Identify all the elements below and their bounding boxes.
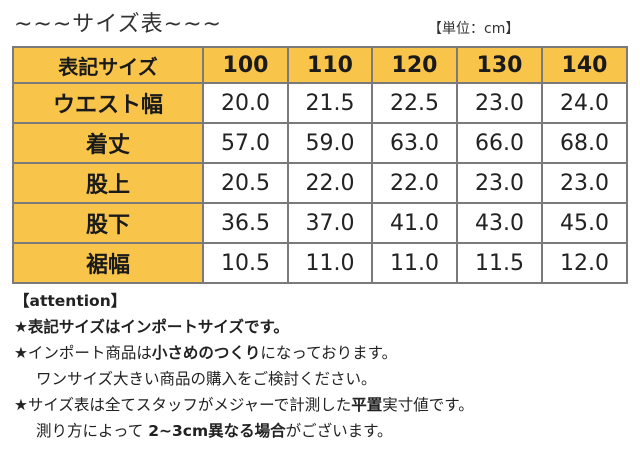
table-cell: 11.0 <box>371 242 458 284</box>
table-cell: 59.0 <box>287 122 373 165</box>
table-cell: 20.0 <box>202 82 289 125</box>
table-row: 裾幅 10.5 11.0 11.0 11.5 12.0 <box>12 242 628 284</box>
table-header-row: 表記サイズ 100 110 120 130 140 <box>12 45 628 85</box>
note-text: になっております。 <box>260 344 398 362</box>
table-row: 着丈 57.0 59.0 63.0 66.0 68.0 <box>12 122 628 165</box>
row-label: ウエスト幅 <box>12 82 204 125</box>
note-text: 測り方によって <box>36 422 149 440</box>
table-cell: 23.0 <box>456 82 543 125</box>
table-cell: 43.0 <box>456 202 543 245</box>
note-emphasis: 小さめのつくり <box>151 344 261 362</box>
note-text: ★インポート商品は <box>14 344 152 362</box>
table-cell: 20.5 <box>202 162 289 205</box>
table-cell: 21.5 <box>287 82 373 125</box>
note-variance: 測り方によって 2~3cm異なる場合がございます。 <box>14 418 634 444</box>
note-emphasis: 平置 <box>351 396 383 414</box>
column-header: 100 <box>202 45 289 85</box>
table-row: 股下 36.5 37.0 41.0 43.0 45.0 <box>12 202 628 245</box>
table-cell: 37.0 <box>287 202 373 245</box>
table-cell: 23.0 <box>541 162 628 205</box>
table-cell: 22.0 <box>371 162 458 205</box>
note-measurement: ★サイズ表は全てスタッフがメジャーで計測した平置実寸値です。 <box>14 392 634 418</box>
row-label: 股上 <box>12 162 204 205</box>
table-cell: 11.0 <box>287 242 373 284</box>
note-text: ★サイズ表は全てスタッフがメジャーで計測した <box>14 396 352 414</box>
column-header: 140 <box>541 45 628 85</box>
note-emphasis: 2~3cm異なる場合 <box>148 422 286 440</box>
table-cell: 11.5 <box>456 242 543 284</box>
row-label: 裾幅 <box>12 242 204 284</box>
corner-header: 表記サイズ <box>12 45 204 85</box>
table-cell: 24.0 <box>541 82 628 125</box>
table-cell: 45.0 <box>541 202 628 245</box>
column-header: 120 <box>371 45 458 85</box>
table-cell: 63.0 <box>371 122 458 165</box>
column-header: 130 <box>456 45 543 85</box>
table-cell: 10.5 <box>202 242 289 284</box>
table-row: 股上 20.5 22.0 22.0 23.0 23.0 <box>12 162 628 205</box>
table-cell: 68.0 <box>541 122 628 165</box>
size-table: 表記サイズ 100 110 120 130 140 ウエスト幅 20.0 21.… <box>12 45 628 284</box>
table-cell: 57.0 <box>202 122 289 165</box>
table-cell: 36.5 <box>202 202 289 245</box>
note-small-fit: ★インポート商品は小さめのつくりになっております。 <box>14 340 634 366</box>
note-text: がございます。 <box>285 422 393 440</box>
row-label: 股下 <box>12 202 204 245</box>
table-cell: 66.0 <box>456 122 543 165</box>
unit-label: 【単位：cm】 <box>428 21 520 37</box>
table-cell: 12.0 <box>541 242 628 284</box>
table-row: ウエスト幅 20.0 21.5 22.5 23.0 24.0 <box>12 82 628 125</box>
row-label: 着丈 <box>12 122 204 165</box>
table-cell: 22.0 <box>287 162 373 205</box>
note-text: 実寸値です。 <box>382 396 474 414</box>
table-cell: 22.5 <box>371 82 458 125</box>
table-cell: 41.0 <box>371 202 458 245</box>
note-import-size: ★表記サイズはインポートサイズです。 <box>14 318 289 336</box>
table-cell: 23.0 <box>456 162 543 205</box>
column-header: 110 <box>287 45 373 85</box>
note-size-up: ワンサイズ大きい商品の購入をご検討ください。 <box>36 370 377 388</box>
attention-heading: 【attention】 <box>14 292 127 310</box>
size-chart-title: ~~~サイズ表~~~ <box>14 12 222 37</box>
attention-notes: 【attention】 ★表記サイズはインポートサイズです。 ★インポート商品は… <box>14 288 634 444</box>
